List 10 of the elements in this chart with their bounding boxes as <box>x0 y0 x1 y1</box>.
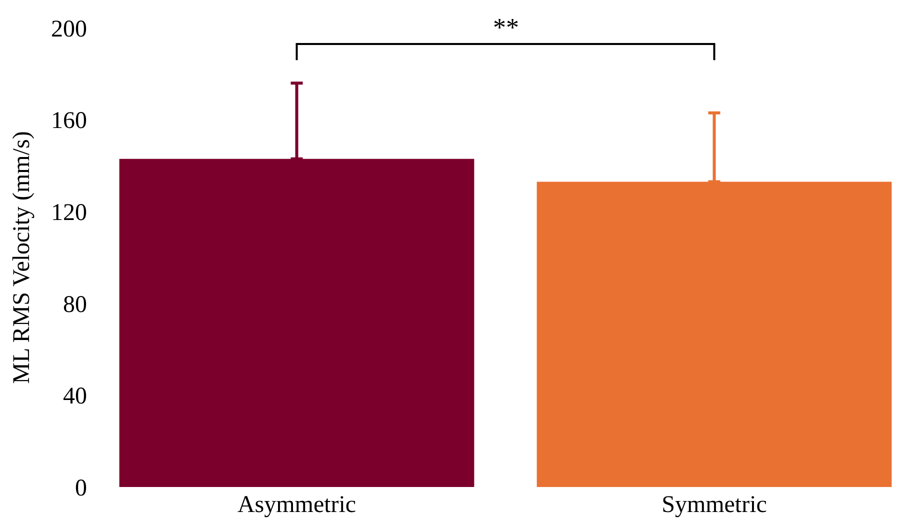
y-tick-label: 0 <box>75 475 87 502</box>
y-tick-label: 80 <box>63 292 87 318</box>
y-tick-label: 120 <box>51 200 87 226</box>
x-tick-label: Symmetric <box>662 492 767 518</box>
y-tick-label: 200 <box>51 16 87 42</box>
annotation: ** <box>493 13 519 42</box>
x-tick-label: Asymmetric <box>237 492 356 518</box>
y-axis-title: ML RMS Velocity (mm/s) <box>9 131 36 384</box>
y-tick-label: 40 <box>63 384 87 410</box>
y-tick-label: 160 <box>51 108 87 134</box>
